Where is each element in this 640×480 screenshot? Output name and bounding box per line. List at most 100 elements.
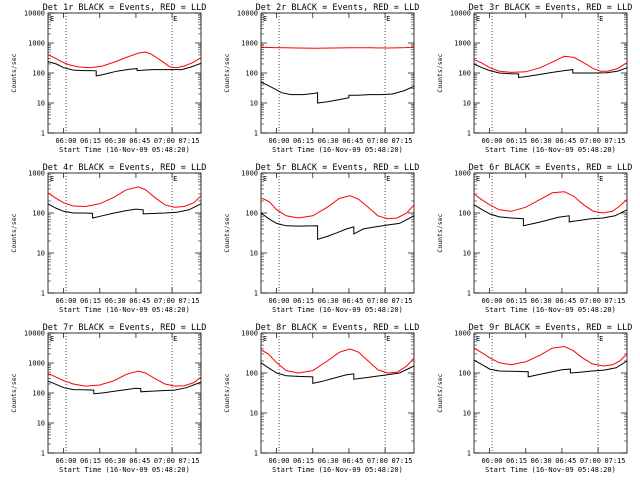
x-axis-label: Start Time (16-Nov-09 05:48:20) [485,306,616,314]
y-tick-label: 1000 [241,170,258,178]
plot-title: Det 4r BLACK = Events, RED = LLD [43,163,207,173]
subplot-2: Det 2r BLACK = Events, RED = LLD 1 10 100 10… [223,3,419,154]
y-tick-label: 1 [467,290,471,298]
event-marker: E [50,15,54,23]
x-tick-label: 06:45 [129,137,150,145]
x-axis-label: Start Time (16-Nov-09 05:48:20) [485,466,616,474]
plot-title: Det 5r BLACK = Events, RED = LLD [256,163,420,173]
x-axis-label: Start Time (16-Nov-09 05:48:20) [272,146,403,154]
series-lld-line [260,348,415,374]
x-tick-label: 06:30 [105,457,126,465]
x-tick-label: 06:30 [105,297,126,305]
y-tick-label: 100 [245,210,258,218]
y-tick-label: 100 [245,70,258,78]
x-tick-label: 06:30 [531,457,552,465]
y-axis-label: Counts/sec [223,373,231,412]
x-tick-label: 06:45 [555,297,576,305]
x-tick-label: 06:30 [318,297,339,305]
y-tick-label: 100 [245,370,258,378]
y-tick-label: 10 [37,100,45,108]
plot-frame [260,12,415,134]
y-axis-label: Counts/sec [10,373,18,412]
event-marker: E [599,175,603,183]
x-tick-label: 06:00 [268,137,289,145]
x-tick-label: 06:15 [293,297,314,305]
x-tick-label: 07:00 [154,297,175,305]
event-marker: E [263,335,267,343]
y-tick-label: 1000 [454,40,471,48]
y-tick-label: 100 [458,70,471,78]
x-tick-label: 06:45 [555,457,576,465]
y-axis-label: Counts/sec [223,53,231,92]
x-tick-label: 07:15 [391,297,412,305]
x-tick-label: 07:15 [604,137,625,145]
series-lld-line [47,51,202,69]
event-marker: E [599,15,603,23]
x-tick-label: 07:00 [580,137,601,145]
y-axis-label: Counts/sec [436,373,444,412]
y-tick-label: 1 [254,450,258,458]
x-tick-label: 06:15 [80,297,101,305]
plot-frame [260,332,415,454]
event-marker: E [173,175,177,183]
x-tick-label: 07:00 [367,137,388,145]
y-axis-label: Counts/sec [436,53,444,92]
y-tick-label: 10 [250,410,258,418]
series-events-line [47,380,202,395]
subplot-5: Det 5r BLACK = Events, RED = LLD 1 10 100 10… [223,163,419,314]
x-tick-label: 06:00 [481,137,502,145]
x-tick-label: 07:00 [580,297,601,305]
y-tick-label: 1000 [28,170,45,178]
x-tick-label: 07:15 [391,137,412,145]
plot-title: Det 1r BLACK = Events, RED = LLD [43,3,207,13]
x-tick-label: 07:00 [154,137,175,145]
x-tick-label: 06:30 [318,457,339,465]
event-marker: E [50,335,54,343]
event-marker: E [386,175,390,183]
y-tick-label: 100 [458,210,471,218]
x-tick-label: 06:45 [555,137,576,145]
plot-frame [473,332,628,454]
x-tick-label: 07:00 [367,457,388,465]
subplot-7: Det 7r BLACK = Events, RED = LLD 1 10 100 10… [10,323,206,474]
x-tick-label: 06:00 [268,297,289,305]
event-marker: E [173,335,177,343]
x-axis-label: Start Time (16-Nov-09 05:48:20) [272,306,403,314]
x-tick-label: 07:15 [178,457,199,465]
x-tick-label: 07:00 [367,297,388,305]
x-tick-label: 06:45 [129,297,150,305]
x-tick-label: 06:15 [506,297,527,305]
series-lld-line [260,46,415,49]
x-tick-label: 07:15 [604,297,625,305]
x-tick-label: 06:15 [293,457,314,465]
subplot-8: Det 8r BLACK = Events, RED = LLD 1 10 100 10… [223,323,419,474]
y-tick-label: 1000 [28,360,45,368]
series-events-line [473,63,628,79]
plot-frame [473,172,628,294]
plot-title: Det 3r BLACK = Events, RED = LLD [469,3,633,13]
y-tick-label: 100 [32,390,45,398]
subplot-3: Det 3r BLACK = Events, RED = LLD 1 10 100 10… [436,3,632,154]
event-marker: E [476,335,480,343]
y-tick-label: 1 [467,130,471,138]
series-events-line [260,212,415,240]
y-tick-label: 10 [463,100,471,108]
x-axis-label: Start Time (16-Nov-09 05:48:20) [59,306,190,314]
event-marker: E [173,15,177,23]
y-tick-label: 100 [32,210,45,218]
y-tick-label: 100 [458,370,471,378]
x-axis-label: Start Time (16-Nov-09 05:48:20) [485,146,616,154]
y-tick-label: 10000 [24,330,45,338]
x-tick-label: 07:15 [178,137,199,145]
y-tick-label: 1 [41,450,45,458]
y-tick-label: 1 [467,450,471,458]
series-events-line [473,359,628,378]
x-tick-label: 06:30 [531,297,552,305]
x-axis-label: Start Time (16-Nov-09 05:48:20) [272,466,403,474]
x-axis-label: Start Time (16-Nov-09 05:48:20) [59,466,190,474]
x-tick-label: 06:30 [318,137,339,145]
y-tick-label: 10000 [237,10,258,18]
y-axis-label: Counts/sec [10,213,18,252]
subplot-9: Det 9r BLACK = Events, RED = LLD 1 10 100 10… [436,323,632,474]
